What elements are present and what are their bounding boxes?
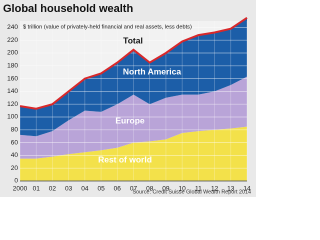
chart-subtitle: $ trillion (value of privately-held fina… [23, 24, 192, 30]
area [20, 17, 247, 137]
y-tick-label: 200 [7, 50, 18, 57]
x-tick-label: 10 [179, 186, 187, 193]
y-tick-label: 80 [11, 127, 19, 134]
total-line [19, 16, 248, 110]
y-tick-label: 40 [11, 152, 19, 159]
x-tick-label: 12 [211, 186, 219, 193]
x-tick-label: 08 [146, 186, 154, 193]
chart-title: Global household wealth [3, 3, 133, 15]
y-tick-label: 140 [7, 88, 18, 95]
y-tick-label: 220 [7, 37, 18, 44]
y-tick-label: 0 [14, 178, 18, 185]
x-tick-label: 06 [114, 186, 122, 193]
area [20, 126, 247, 181]
x-tick-label: 11 [195, 186, 202, 193]
x-tick-label: 02 [49, 186, 57, 193]
area [20, 76, 247, 159]
x-tick-label: 03 [65, 186, 73, 193]
y-tick-label: 240 [7, 24, 18, 31]
chart: Global household wealth 0204060801001201… [0, 0, 256, 197]
y-tick-label: 100 [7, 114, 18, 121]
x-tick-label: 13 [227, 186, 235, 193]
area-label: Rest of world [98, 154, 152, 164]
y-tick-label: 180 [7, 63, 18, 70]
y-tick-label: 20 [11, 165, 19, 172]
x-tick-label: 2000 [13, 186, 28, 193]
y-tick-label: 60 [11, 139, 19, 146]
y-tick-label: 120 [7, 101, 18, 108]
x-tick-label: 05 [97, 186, 105, 193]
x-tick-label: 01 [33, 186, 41, 193]
area-label: Total [123, 35, 143, 45]
area-label: North America [123, 66, 182, 76]
y-tick-label: 160 [7, 75, 18, 82]
area-label: Europe [115, 115, 145, 125]
x-tick-label: 04 [81, 186, 89, 193]
x-tick-label: 07 [130, 186, 138, 193]
source: Source: Credit Suisse Global Wealth Repo… [132, 189, 251, 195]
x-tick-label: 14 [243, 186, 251, 193]
x-tick-label: 09 [162, 186, 170, 193]
